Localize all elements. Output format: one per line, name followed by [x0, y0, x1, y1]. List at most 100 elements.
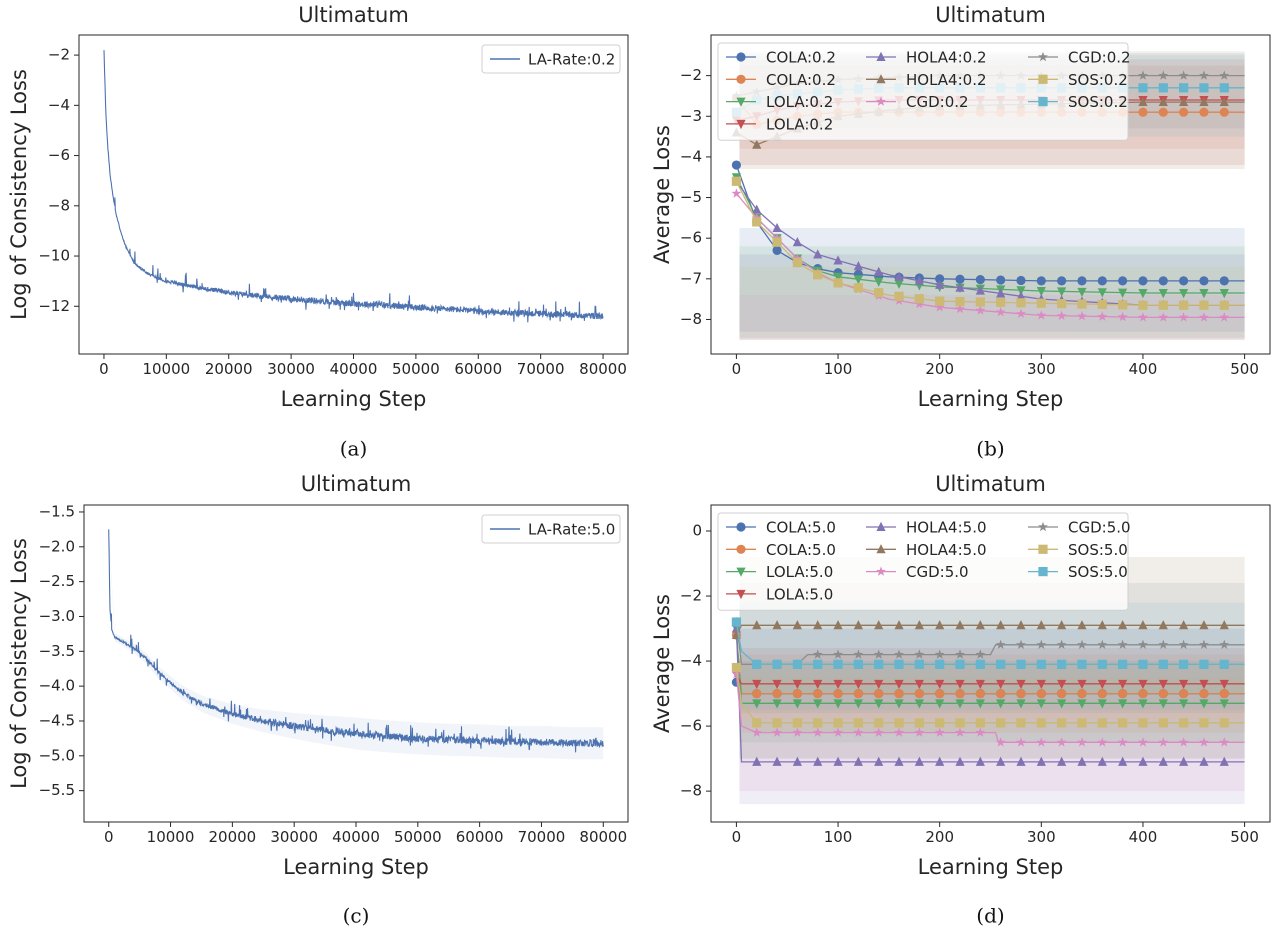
series-marker [874, 659, 884, 669]
x-tick-label: 0 [732, 828, 742, 846]
series-marker [812, 649, 823, 659]
series-marker [1219, 756, 1229, 766]
y-tick-label: −5.0 [39, 746, 75, 764]
legend-label: HOLA4:0.2 [906, 71, 987, 89]
chart-title: Ultimatum [935, 472, 1046, 496]
legend-label: CGD:5.0 [1068, 519, 1131, 537]
series-marker [874, 679, 884, 690]
y-tick-label: −4 [680, 652, 702, 670]
series-marker [772, 679, 782, 690]
figure-caption: (b) [976, 437, 1004, 461]
series-marker [1097, 688, 1107, 699]
legend-frame [717, 512, 1129, 611]
legend-swatch-marker [876, 96, 886, 106]
series-marker [934, 302, 945, 312]
legend-swatch-marker [736, 567, 746, 577]
series-marker [813, 718, 823, 728]
series-marker [1138, 96, 1148, 107]
series-marker [1036, 287, 1046, 297]
series-marker [1219, 659, 1229, 669]
series-marker [1158, 300, 1168, 310]
legend-label: HOLA4:0.2 [906, 49, 987, 67]
series-marker [813, 659, 823, 669]
series-marker [792, 699, 802, 709]
legend-swatch-marker [1038, 74, 1048, 84]
y-axis-label: Average Loss [650, 125, 674, 264]
series-marker [1016, 639, 1026, 649]
y-tick-label: −4.0 [39, 677, 75, 695]
series-marker [1056, 639, 1067, 649]
series-marker [1016, 718, 1026, 728]
series-marker [1219, 300, 1229, 310]
x-tick-label: 500 [1230, 360, 1259, 378]
series-marker [1118, 300, 1128, 310]
series-marker [1097, 699, 1107, 709]
series-marker [833, 620, 843, 630]
series-marker [1138, 718, 1148, 728]
legend-swatch-marker [876, 521, 886, 531]
series-marker [975, 756, 985, 766]
series-marker [874, 288, 884, 298]
series-marker [894, 679, 904, 690]
series-line [735, 621, 1245, 665]
series-marker [894, 291, 904, 301]
series-marker [996, 679, 1006, 690]
y-tick-label: −8 [680, 782, 702, 800]
series-marker [1077, 311, 1087, 321]
series-marker [792, 679, 802, 690]
series-marker [813, 756, 823, 766]
y-tick-label: −2.0 [39, 537, 75, 555]
series-marker [1016, 699, 1026, 709]
series-marker [1056, 737, 1067, 747]
series-marker [752, 688, 762, 699]
series-marker [1179, 107, 1189, 117]
series-marker [1016, 620, 1026, 630]
series-marker [1179, 679, 1189, 690]
series-marker [1036, 276, 1046, 286]
series-marker [1118, 276, 1128, 286]
series-marker [772, 718, 782, 728]
series-marker [1199, 83, 1209, 93]
series-marker [874, 277, 884, 287]
series-marker [1179, 289, 1189, 299]
series-marker [955, 756, 965, 766]
series-marker [813, 699, 823, 709]
series-marker [996, 699, 1006, 709]
series-marker [955, 699, 965, 709]
series-line [108, 529, 604, 753]
series-marker [1199, 276, 1209, 286]
legend-label: LOLA:0.2 [766, 93, 833, 111]
legend-label: LA-Rate:5.0 [528, 521, 615, 539]
series-marker [853, 699, 863, 709]
series-marker [1158, 83, 1168, 93]
series-marker [813, 679, 823, 690]
y-tick-label: −8 [680, 310, 702, 328]
series-marker [1036, 679, 1046, 690]
series-marker [812, 727, 823, 737]
series-marker [935, 699, 945, 709]
series-marker [752, 204, 762, 214]
x-tick-label: 80000 [579, 828, 627, 846]
series-line [103, 50, 604, 323]
y-tick-label: −2 [680, 587, 702, 605]
legend-label: COLA:0.2 [766, 71, 836, 89]
series-marker [1016, 688, 1026, 699]
y-tick-label: −5.5 [39, 781, 75, 799]
series-marker [1057, 299, 1067, 309]
series-marker [894, 688, 904, 699]
series-marker [914, 659, 924, 669]
chart-a: Ultimatum 0 10000 20000 30000 40000 50000 60000… [7, 3, 629, 461]
series-marker [996, 756, 1006, 766]
axes-frame [78, 34, 629, 355]
series-marker [792, 756, 802, 766]
series-marker [1077, 620, 1087, 630]
series-marker [1219, 699, 1229, 709]
series-marker [1158, 639, 1169, 649]
series-marker [995, 306, 1006, 317]
series-marker [1057, 756, 1067, 766]
series-marker [752, 620, 762, 630]
series-marker [1219, 96, 1229, 107]
series-marker [1057, 699, 1067, 709]
series-marker [1138, 699, 1148, 709]
legend: LA-Rate:5.0 [481, 514, 621, 544]
